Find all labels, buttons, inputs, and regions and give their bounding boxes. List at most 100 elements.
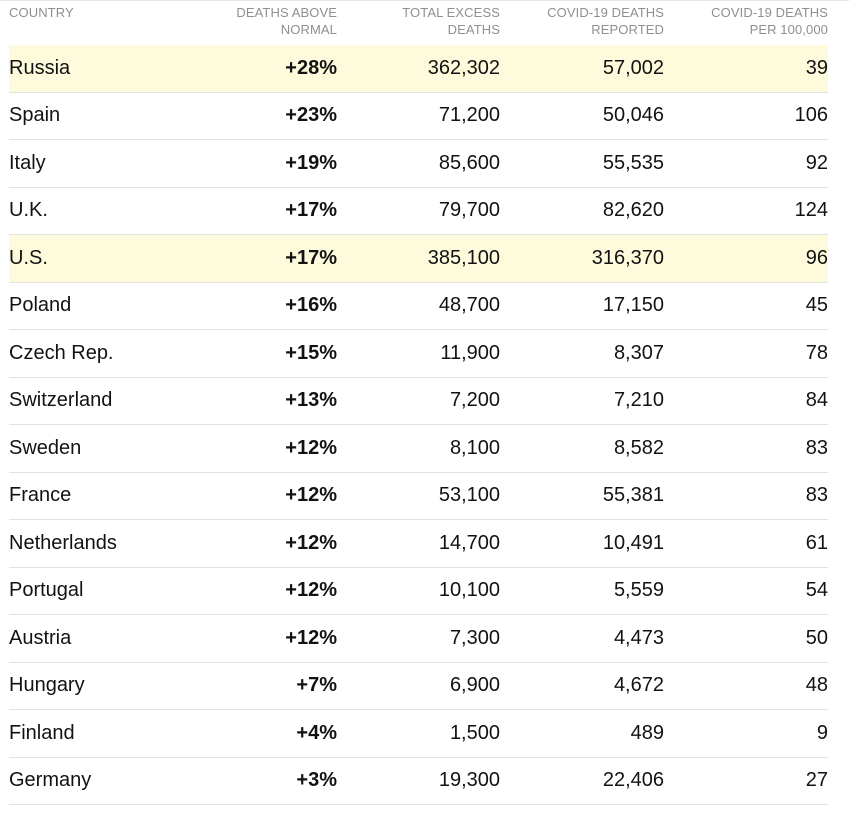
cell-deaths-above-normal: +17% bbox=[285, 246, 337, 269]
table-row: Hungary +7% 6,900 4,672 48 bbox=[9, 663, 828, 710]
cell-covid-deaths-per-100k: 83 bbox=[805, 436, 828, 459]
cell-total-excess-deaths: 7,300 bbox=[449, 626, 500, 649]
cell-covid-deaths-reported: 50,046 bbox=[602, 104, 664, 127]
cell-covid-deaths-per-100k: 83 bbox=[805, 484, 828, 507]
cell-country: Portugal bbox=[9, 579, 84, 602]
cell-covid-deaths-per-100k: 48 bbox=[805, 674, 828, 697]
cell-total-excess-deaths: 1,500 bbox=[449, 721, 500, 744]
table-row: Germany +3% 19,300 22,406 27 bbox=[9, 758, 828, 805]
cell-country: Austria bbox=[9, 626, 72, 649]
cell-country: Switzerland bbox=[9, 389, 113, 412]
cell-covid-deaths-reported: 316,370 bbox=[591, 246, 664, 269]
cell-country: Italy bbox=[9, 151, 46, 174]
cell-covid-deaths-reported: 10,491 bbox=[602, 531, 664, 554]
cell-country: Sweden bbox=[9, 436, 82, 459]
cell-covid-deaths-per-100k: 45 bbox=[805, 294, 828, 317]
cell-total-excess-deaths: 48,700 bbox=[438, 294, 500, 317]
table-row: U.S. +17% 385,100 316,370 96 bbox=[9, 235, 828, 283]
cell-country: Hungary bbox=[9, 674, 85, 697]
cell-covid-deaths-reported: 55,381 bbox=[602, 484, 664, 507]
cell-covid-deaths-per-100k: 9 bbox=[816, 721, 828, 744]
table-row: Netherlands +12% 14,700 10,491 61 bbox=[9, 520, 828, 568]
cell-country: Germany bbox=[9, 769, 92, 792]
table-row: U.K. +17% 79,700 82,620 124 bbox=[9, 188, 828, 235]
cell-deaths-above-normal: +19% bbox=[285, 151, 337, 174]
cell-total-excess-deaths: 11,900 bbox=[440, 341, 500, 364]
cell-covid-deaths-per-100k: 84 bbox=[805, 389, 828, 412]
cell-total-excess-deaths: 10,100 bbox=[438, 579, 500, 602]
cell-covid-deaths-per-100k: 54 bbox=[805, 579, 828, 602]
table-row: Portugal +12% 10,100 5,559 54 bbox=[9, 568, 828, 615]
cell-covid-deaths-per-100k: 39 bbox=[805, 56, 828, 79]
cell-total-excess-deaths: 19,300 bbox=[438, 769, 500, 792]
cell-deaths-above-normal: +12% bbox=[285, 531, 337, 554]
cell-deaths-above-normal: +7% bbox=[296, 674, 337, 697]
cell-country: Spain bbox=[9, 104, 61, 127]
excess-deaths-table: COUNTRY DEATHS ABOVE NORMAL TOTAL EXCESS… bbox=[9, 4, 828, 805]
cell-covid-deaths-per-100k: 92 bbox=[805, 151, 828, 174]
cell-covid-deaths-per-100k: 106 bbox=[794, 104, 828, 127]
cell-deaths-above-normal: +12% bbox=[285, 579, 337, 602]
table-row: Austria +12% 7,300 4,473 50 bbox=[9, 615, 828, 663]
cell-covid-deaths-per-100k: 124 bbox=[794, 199, 828, 222]
cell-deaths-above-normal: +12% bbox=[285, 626, 337, 649]
cell-covid-deaths-reported: 8,307 bbox=[613, 341, 664, 364]
cell-total-excess-deaths: 8,100 bbox=[449, 436, 500, 459]
cell-covid-deaths-reported: 57,002 bbox=[602, 56, 664, 79]
cell-deaths-above-normal: +3% bbox=[296, 769, 337, 792]
table-row: Czech Rep. +15% 11,900 8,307 78 bbox=[9, 330, 828, 378]
header-deaths-above-normal: DEATHS ABOVE NORMAL bbox=[236, 5, 337, 37]
cell-covid-deaths-reported: 17,150 bbox=[602, 294, 664, 317]
cell-covid-deaths-reported: 489 bbox=[630, 721, 664, 744]
cell-total-excess-deaths: 7,200 bbox=[449, 389, 500, 412]
cell-country: U.S. bbox=[9, 246, 48, 269]
cell-covid-deaths-per-100k: 27 bbox=[805, 769, 828, 792]
header-country: COUNTRY bbox=[9, 5, 74, 20]
table-row: Switzerland +13% 7,200 7,210 84 bbox=[9, 378, 828, 425]
header-covid-deaths-per-100k: COVID-19 DEATHS PER 100,000 bbox=[711, 5, 828, 37]
table-row: Finland +4% 1,500 489 9 bbox=[9, 710, 828, 758]
cell-covid-deaths-per-100k: 96 bbox=[805, 246, 828, 269]
top-divider bbox=[0, 0, 849, 1]
cell-country: Finland bbox=[9, 721, 75, 744]
cell-deaths-above-normal: +15% bbox=[285, 341, 337, 364]
cell-country: Russia bbox=[9, 56, 71, 79]
header-covid-deaths-reported: COVID-19 DEATHS REPORTED bbox=[547, 5, 664, 37]
cell-country: Netherlands bbox=[9, 531, 117, 554]
header-total-excess-deaths: TOTAL EXCESS DEATHS bbox=[402, 5, 500, 37]
cell-deaths-above-normal: +17% bbox=[285, 199, 337, 222]
cell-total-excess-deaths: 6,900 bbox=[449, 674, 500, 697]
cell-country: Czech Rep. bbox=[9, 341, 114, 364]
cell-total-excess-deaths: 53,100 bbox=[438, 484, 500, 507]
cell-covid-deaths-per-100k: 50 bbox=[805, 626, 828, 649]
cell-covid-deaths-reported: 4,672 bbox=[613, 674, 664, 697]
cell-total-excess-deaths: 85,600 bbox=[438, 151, 500, 174]
cell-covid-deaths-reported: 55,535 bbox=[602, 151, 664, 174]
cell-covid-deaths-per-100k: 61 bbox=[805, 531, 828, 554]
table-row: Sweden +12% 8,100 8,582 83 bbox=[9, 425, 828, 473]
cell-country: Poland bbox=[9, 294, 72, 317]
cell-covid-deaths-reported: 82,620 bbox=[602, 199, 664, 222]
table-row: France +12% 53,100 55,381 83 bbox=[9, 473, 828, 520]
table-header-row: COUNTRY DEATHS ABOVE NORMAL TOTAL EXCESS… bbox=[9, 4, 828, 45]
cell-covid-deaths-reported: 5,559 bbox=[613, 579, 664, 602]
cell-country: U.K. bbox=[9, 199, 48, 222]
table-body: Russia +28% 362,302 57,002 39 Spain +23% 71,200… bbox=[9, 45, 828, 805]
cell-deaths-above-normal: +28% bbox=[285, 56, 337, 79]
cell-deaths-above-normal: +12% bbox=[285, 484, 337, 507]
cell-country: France bbox=[9, 484, 72, 507]
cell-total-excess-deaths: 79,700 bbox=[438, 199, 500, 222]
cell-covid-deaths-per-100k: 78 bbox=[805, 341, 828, 364]
cell-deaths-above-normal: +12% bbox=[285, 436, 337, 459]
cell-total-excess-deaths: 385,100 bbox=[427, 246, 500, 269]
cell-deaths-above-normal: +4% bbox=[296, 721, 337, 744]
table-row: Russia +28% 362,302 57,002 39 bbox=[9, 45, 828, 93]
cell-covid-deaths-reported: 4,473 bbox=[613, 626, 664, 649]
cell-covid-deaths-reported: 7,210 bbox=[613, 389, 664, 412]
cell-covid-deaths-reported: 8,582 bbox=[613, 436, 664, 459]
table-row: Italy +19% 85,600 55,535 92 bbox=[9, 140, 828, 188]
cell-total-excess-deaths: 362,302 bbox=[427, 56, 500, 79]
table-row: Spain +23% 71,200 50,046 106 bbox=[9, 93, 828, 140]
cell-deaths-above-normal: +13% bbox=[285, 389, 337, 412]
table-row: Poland +16% 48,700 17,150 45 bbox=[9, 283, 828, 330]
